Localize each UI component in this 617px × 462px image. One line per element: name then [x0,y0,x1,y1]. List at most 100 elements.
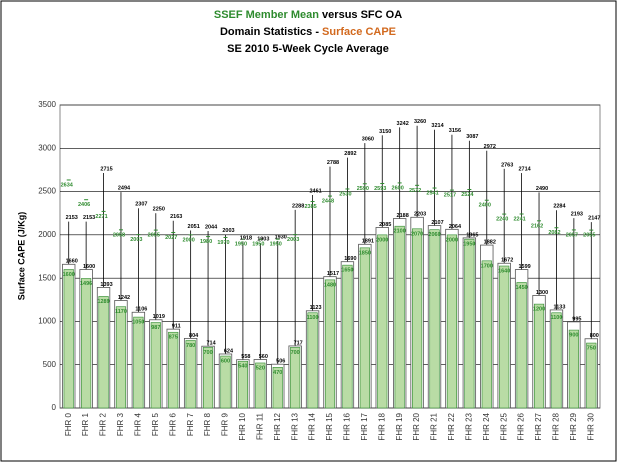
oa-label: 995 [572,316,581,322]
mean-label: 1170 [115,309,127,315]
mean-label: 540 [238,364,247,370]
y-tick-label: 2000 [38,230,56,239]
mean-bar [412,228,423,409]
oa-label: 1882 [484,240,496,246]
oa-label: 1106 [135,307,147,313]
y-tick-label: 2500 [38,187,56,196]
x-tick-label: FHR 15 [325,412,334,440]
mean-max-label: 2634 [61,182,74,188]
x-tick-label: FHR 2 [99,412,108,436]
mean-label: 1950 [463,242,475,248]
mean-bar [568,329,579,409]
x-tick-label: FHR 17 [360,412,369,440]
oa-label: 1672 [501,258,513,264]
mean-label: 780 [186,343,195,349]
mean-max-label: 2572 [409,188,421,194]
max-label: 3214 [431,123,444,129]
mean-bar [115,306,127,409]
max-label: 2147 [588,216,600,222]
oa-label: 1660 [66,259,78,265]
mean-label: 1050 [132,320,144,326]
oa-label: 2064 [449,224,462,230]
oa-label: 800 [590,333,599,339]
oa-label: 1019 [153,314,165,320]
oa-label: 1891 [362,239,374,245]
oa-label: 1599 [518,264,530,270]
oa-label: 2203 [414,212,426,218]
max-label: 3156 [449,128,461,134]
oa-label: 506 [276,359,285,365]
x-tick-label: FHR 4 [133,412,142,436]
mean-label: 1700 [481,263,493,269]
title-a: SSEF Member Mean [214,9,319,21]
mean-bar [429,229,440,409]
x-tick-label: FHR 9 [221,412,230,436]
mean-max-label: 2385 [304,204,316,210]
mean-bar [586,342,597,409]
max-label: 2715 [100,166,112,172]
max-label: 2763 [501,162,513,168]
mean-bar [342,264,353,409]
mean-bar [202,347,214,409]
max-label: 2788 [327,160,339,166]
mean-label: 2100 [394,229,406,235]
max-label: 2288 [292,203,304,209]
mean-bar [81,278,92,409]
mean-bar [237,360,248,409]
mean-bar [446,234,458,409]
mean-label: 2000 [446,237,458,243]
max-label: 2494 [118,186,131,192]
max-label: 2044 [205,225,218,231]
oa-label: 804 [189,333,199,339]
mean-bar [290,347,301,409]
x-tick-label: FHR 13 [290,412,299,440]
max-label: 3060 [362,137,374,143]
mean-label: 1100 [307,315,319,321]
subtitle-a: Domain Statistics - [220,26,322,38]
oa-label: 1300 [536,290,548,296]
x-tick-label: FHR 21 [430,412,439,440]
mean-bar [307,312,318,409]
oa-label: 1242 [118,295,130,301]
mean-bar [499,265,510,409]
mean-max-label: 2082 [548,230,560,236]
mean-max-label: 2057 [566,232,578,238]
max-label: 2892 [344,151,356,157]
x-tick-label: FHR 0 [64,412,73,436]
max-label: 2284 [553,204,566,210]
mean-bar [168,331,179,409]
mean-bar [324,279,336,409]
oa-label: 1123 [310,305,322,311]
mean-bar [464,238,475,409]
x-tick-label: FHR 12 [273,412,282,440]
mean-bar [516,282,527,409]
mean-max-label: 1950 [235,242,247,248]
mean-max-label: 2593 [374,186,386,192]
mean-bar [185,340,196,409]
mean-max-label: 2000 [183,237,195,243]
max-label: 2163 [170,214,182,220]
mean-bar [533,303,545,409]
mean-label: 520 [256,365,265,371]
oa-label: 558 [241,354,250,360]
mean-max-label: 2027 [165,235,177,241]
x-tick-label: FHR 28 [552,412,561,440]
mean-label: 700 [203,350,212,356]
mean-label: 1640 [498,268,510,274]
mean-max-label: 2271 [95,214,107,220]
mean-label: 1496 [80,281,92,287]
mean-label: 875 [169,335,178,341]
mean-max-label: 2517 [444,193,456,199]
x-tick-label: FHR 25 [499,412,508,440]
mean-bar [377,234,388,409]
oa-label: 1690 [344,256,356,262]
max-label: 3260 [414,119,426,125]
mean-max-label: 2240 [496,217,508,223]
oa-label: 2107 [431,220,443,226]
mean-max-label: 2055 [148,233,160,239]
max-label: 1930 [275,234,287,240]
max-label: 2250 [153,207,165,213]
oa-label: 2188 [397,213,409,219]
oa-label: 714 [206,341,216,347]
mean-max-label: 2448 [322,199,334,205]
